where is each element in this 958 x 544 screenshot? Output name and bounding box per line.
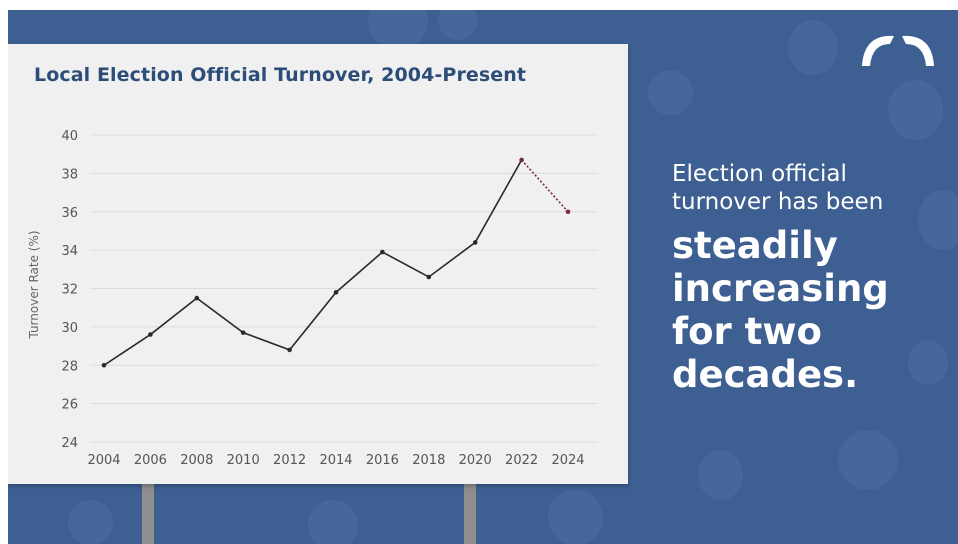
x-tick-label: 2004: [87, 453, 120, 468]
turnover-line-chart: 24 26 28 30 32 34 36 38 40 2004 2006 2008 2010 2012 20…: [27, 129, 598, 468]
background-blob: [908, 340, 948, 385]
billboard-post-right: [464, 484, 476, 544]
x-tick-label: 2018: [412, 453, 445, 468]
y-tick-label: 40: [61, 129, 78, 144]
background-blob: [838, 430, 898, 490]
background-blob: [438, 10, 478, 40]
background-blob: [648, 70, 693, 115]
billboard-post-left: [142, 484, 154, 544]
data-point: [472, 240, 478, 245]
data-point: [519, 157, 524, 163]
background-scene: Local Election Official Turnover, 2004-P…: [8, 10, 958, 544]
x-tick-label: 2020: [459, 453, 492, 468]
data-point: [240, 330, 246, 335]
y-tick-label: 24: [61, 436, 78, 451]
billboard-chart-panel: Local Election Official Turnover, 2004-P…: [8, 44, 628, 484]
y-tick-label: 28: [61, 359, 78, 374]
x-tick-label: 2016: [366, 453, 399, 468]
data-point: [287, 347, 292, 353]
headline-message: Election official turnover has been stea…: [672, 160, 889, 396]
data-point: [194, 295, 200, 301]
data-point: [101, 362, 107, 368]
x-tick-label: 2022: [505, 453, 538, 468]
y-tick-label: 38: [61, 167, 78, 182]
y-axis-label: Turnover Rate (%): [27, 230, 41, 339]
message-emphasis: increasing: [672, 267, 889, 310]
background-blob: [788, 20, 838, 75]
y-tick-label: 30: [61, 321, 78, 336]
y-tick-label: 34: [61, 244, 78, 259]
data-point: [148, 332, 153, 337]
background-blob: [548, 490, 603, 544]
background-blob: [888, 80, 943, 140]
x-tick-label: 2012: [273, 453, 306, 468]
background-blob: [918, 190, 958, 250]
series-line: [103, 159, 523, 366]
y-tick-label: 26: [61, 398, 78, 413]
chart-title: Local Election Official Turnover, 2004-P…: [34, 64, 527, 86]
background-blob: [68, 500, 113, 544]
y-tick-label: 32: [61, 283, 78, 298]
y-tick-label: 36: [61, 206, 78, 221]
projection-line: [521, 159, 569, 213]
data-point: [565, 209, 571, 215]
data-point: [426, 274, 432, 280]
message-emphasis: steadily: [672, 224, 838, 267]
x-tick-label: 2024: [551, 453, 584, 468]
arch-logo-icon: [862, 35, 934, 66]
x-tick-label: 2006: [134, 453, 167, 468]
x-tick-label: 2008: [180, 453, 213, 468]
x-tick-label: 2010: [227, 453, 260, 468]
background-blob: [698, 450, 743, 500]
message-emphasis: decades.: [672, 353, 859, 396]
background-blob: [308, 500, 358, 544]
data-point: [333, 290, 339, 295]
message-line: turnover has been: [672, 189, 884, 215]
x-tick-label: 2014: [319, 453, 352, 468]
message-emphasis: for two: [672, 310, 822, 353]
message-line: Election official: [672, 161, 847, 187]
data-point: [380, 249, 385, 255]
